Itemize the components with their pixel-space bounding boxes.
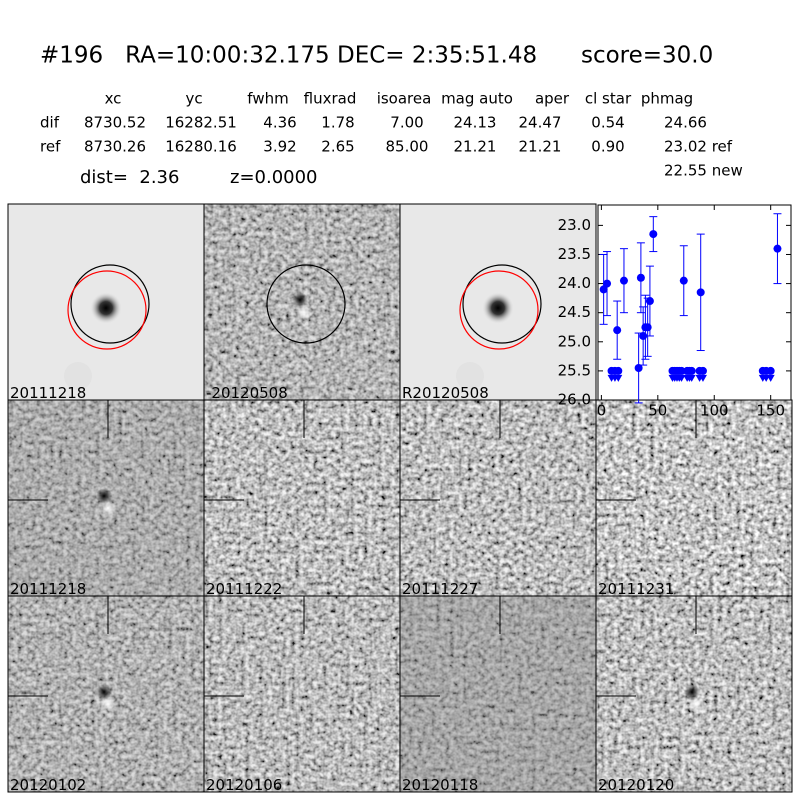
y-tick-label: 25.0	[558, 332, 591, 350]
y-tick-label: 24.0	[558, 274, 591, 292]
x-tick-label: 50	[648, 402, 667, 420]
table-cell: 8730.52	[84, 114, 146, 132]
point	[773, 244, 782, 253]
point	[636, 273, 645, 282]
column-header: fluxrad	[304, 90, 357, 108]
star	[482, 292, 514, 324]
image-noise	[400, 400, 596, 596]
table-cell: 2.65	[321, 138, 354, 156]
column-header: phmag	[641, 90, 693, 108]
column-header: xc	[105, 90, 122, 108]
panel-label: 20120102	[10, 776, 86, 794]
image-noise	[596, 400, 792, 596]
table-cell: 85.00	[386, 138, 429, 156]
point	[679, 276, 688, 285]
y-tick-label: 24.5	[558, 303, 591, 321]
limit-arrow	[766, 374, 775, 382]
table-cell: 24.66	[664, 114, 707, 132]
star	[90, 292, 122, 324]
star	[64, 362, 92, 390]
table-cell: 16280.16	[165, 138, 237, 156]
point	[677, 366, 686, 375]
table-cell: 23.02 ref	[664, 138, 733, 156]
row-label: dif	[40, 114, 60, 132]
new-mag: 22.55 new	[664, 162, 743, 180]
column-header: yc	[185, 90, 202, 108]
limit-arrow	[698, 374, 707, 382]
table-cell: 21.21	[454, 138, 497, 156]
point	[599, 285, 608, 294]
aperture	[266, 264, 346, 344]
redshift: z=0.0000	[230, 167, 318, 188]
table-cell: 4.36	[263, 114, 296, 132]
residual	[100, 500, 116, 516]
residual	[296, 304, 312, 320]
limit-arrow	[687, 374, 696, 382]
dist: dist= 2.36	[80, 167, 179, 188]
title: #196 RA=10:00:32.175 DEC= 2:35:51.48 sco…	[40, 43, 713, 69]
table-cell: 7.00	[390, 114, 423, 132]
y-tick-label: 26.0	[558, 391, 591, 409]
panel-label: 20111222	[206, 580, 282, 598]
table-cell: 24.47	[519, 114, 562, 132]
column-header: mag auto	[441, 90, 513, 108]
table-cell: 16282.51	[165, 114, 237, 132]
point	[696, 288, 705, 297]
panel-frame	[595, 595, 793, 793]
image-noise	[400, 596, 596, 792]
panel-label: 20111218	[10, 580, 86, 598]
image-noise	[204, 400, 400, 596]
y-tick-label: 25.5	[558, 361, 591, 379]
panel-label: 20120118	[402, 776, 478, 794]
point	[687, 366, 696, 375]
point	[649, 230, 658, 239]
table-cell: 24.13	[454, 114, 497, 132]
panel-label: 20111231	[598, 580, 674, 598]
panel-label: 20120120	[598, 776, 674, 794]
table-cell: 1.78	[321, 114, 354, 132]
aperture	[459, 270, 539, 350]
limit-arrow	[677, 374, 686, 382]
panel-label: R20120508	[402, 384, 489, 402]
column-header: isoarea	[377, 90, 432, 108]
point	[619, 276, 628, 285]
point	[645, 297, 654, 306]
table-cell: 3.92	[263, 138, 296, 156]
panel-label: 20120106	[206, 776, 282, 794]
point	[603, 279, 612, 288]
star	[456, 362, 484, 390]
point	[614, 366, 623, 375]
x-tick-label: 100	[700, 402, 729, 420]
limit-arrow	[614, 374, 623, 382]
column-header: fwhm	[247, 90, 288, 108]
table-cell: 0.90	[591, 138, 624, 156]
point	[643, 323, 652, 332]
aperture	[70, 264, 150, 344]
point	[698, 366, 707, 375]
column-header: aper	[535, 90, 570, 108]
table-cell: 0.54	[591, 114, 624, 132]
panel-label: 20111227	[402, 580, 478, 598]
table-cell: 21.21	[519, 138, 562, 156]
point	[613, 326, 622, 335]
y-tick-label: 23.5	[558, 245, 591, 263]
panel-label: -20120508	[206, 384, 288, 402]
residual	[688, 696, 704, 712]
panel-label: 20111218	[10, 384, 86, 402]
x-tick-label: 0	[597, 402, 607, 420]
point	[766, 366, 775, 375]
residual	[100, 696, 116, 712]
point	[634, 363, 643, 372]
y-tick-label: 23.0	[558, 216, 591, 234]
aperture	[462, 264, 542, 344]
aperture	[67, 270, 147, 350]
column-header: cl star	[585, 90, 632, 108]
x-tick-label: 150	[756, 402, 785, 420]
table-cell: 8730.26	[84, 138, 146, 156]
row-label: ref	[40, 138, 61, 156]
image-noise	[204, 596, 400, 792]
plot-area	[597, 204, 792, 401]
